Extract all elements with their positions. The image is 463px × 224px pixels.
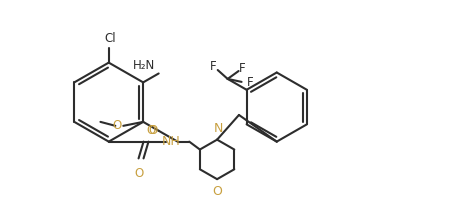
Text: O: O (134, 167, 143, 180)
Text: F: F (246, 76, 253, 89)
Text: O: O (146, 124, 156, 137)
Text: O: O (212, 185, 222, 198)
Text: Cl: Cl (104, 32, 116, 45)
Text: O: O (148, 124, 157, 137)
Text: O: O (113, 119, 122, 132)
Text: NH: NH (162, 135, 181, 148)
Text: H₂N: H₂N (132, 58, 155, 71)
Text: F: F (209, 60, 216, 73)
Text: F: F (239, 62, 246, 75)
Text: N: N (213, 122, 223, 135)
